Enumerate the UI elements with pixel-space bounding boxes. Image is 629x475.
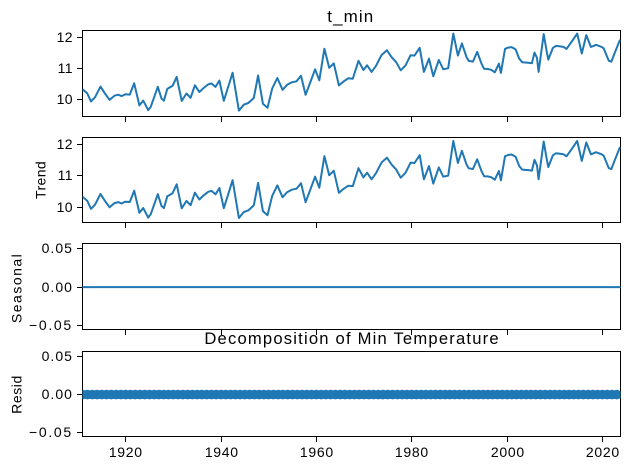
svg-text:12: 12 (57, 136, 73, 152)
svg-text:12: 12 (57, 29, 73, 45)
svg-text:2000: 2000 (491, 444, 525, 460)
svg-text:1940: 1940 (205, 444, 239, 460)
svg-text:1960: 1960 (300, 444, 334, 460)
svg-text:Seasonal: Seasonal (8, 253, 24, 323)
svg-text:1980: 1980 (395, 444, 429, 460)
svg-text:1920: 1920 (109, 444, 143, 460)
svg-text:0.00: 0.00 (42, 279, 73, 295)
svg-text:−0.05: −0.05 (29, 317, 73, 333)
svg-text:11: 11 (58, 60, 73, 76)
svg-text:10: 10 (57, 91, 73, 107)
svg-text:0.00: 0.00 (42, 386, 73, 402)
svg-text:t_min: t_min (327, 7, 374, 26)
svg-text:Trend: Trend (33, 161, 49, 199)
svg-text:−0.05: −0.05 (29, 424, 73, 440)
svg-text:0.05: 0.05 (42, 348, 73, 364)
svg-text:Resid: Resid (9, 375, 25, 414)
svg-text:0.05: 0.05 (42, 240, 73, 256)
svg-text:2020: 2020 (586, 444, 620, 460)
svg-text:11: 11 (58, 167, 73, 183)
svg-text:Decomposition of Min Temperatu: Decomposition of Min Temperature (204, 329, 499, 348)
svg-text:10: 10 (57, 199, 73, 215)
